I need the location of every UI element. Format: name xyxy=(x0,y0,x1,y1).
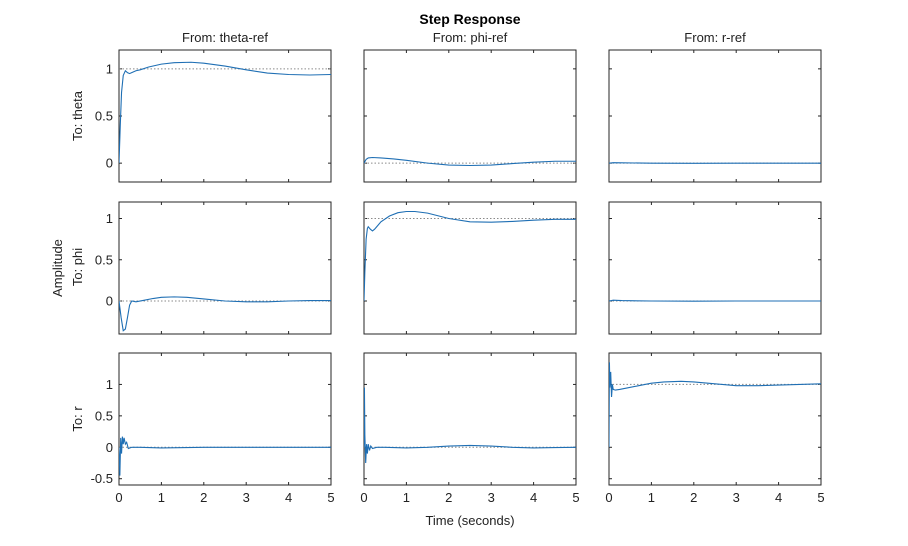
x-tick-label: 4 xyxy=(285,490,292,505)
axes-frame xyxy=(118,49,332,183)
axes-frame xyxy=(363,352,577,486)
panel-r2-c1: 0 1 2 3 4 5 xyxy=(360,352,580,505)
column-header-r-ref: From: r-ref xyxy=(684,30,746,45)
x-tick-label: 4 xyxy=(530,490,537,505)
x-tick-label: 1 xyxy=(158,490,165,505)
step-response-line xyxy=(364,387,576,464)
panel-r1-c1 xyxy=(363,201,577,335)
step-response-line xyxy=(609,362,821,448)
axes-frame xyxy=(608,49,822,183)
x-tick-label: 5 xyxy=(817,490,824,505)
axes-frame xyxy=(608,201,822,335)
x-tick-label: 0 xyxy=(360,490,367,505)
y-tick-label: -0.5 xyxy=(91,471,113,486)
x-tick-label: 2 xyxy=(690,490,697,505)
panel-r0-c2 xyxy=(608,49,822,183)
y-tick-label: 1 xyxy=(106,211,113,226)
column-header-theta-ref: From: theta-ref xyxy=(182,30,268,45)
x-tick-label: 0 xyxy=(115,490,122,505)
x-tick-label: 1 xyxy=(403,490,410,505)
panel-r0-c0: 00.51 xyxy=(95,49,332,183)
y-tick-label: 0.5 xyxy=(95,109,113,124)
column-header-phi-ref: From: phi-ref xyxy=(433,30,508,45)
panel-r1-c0: 00.51 xyxy=(95,201,332,335)
chart-title: Step Response xyxy=(419,11,520,27)
y-tick-label: 0.5 xyxy=(95,252,113,267)
y-tick-label: 0.5 xyxy=(95,408,113,423)
step-response-line xyxy=(364,156,576,167)
panel-r0-c1 xyxy=(363,49,577,183)
panel-r2-c0: 0 1 2 3 4 5-0.500.51 xyxy=(91,352,335,505)
y-tick-label: 0 xyxy=(106,294,113,309)
x-tick-label: 2 xyxy=(445,490,452,505)
step-response-line xyxy=(119,61,331,164)
panel-r1-c2 xyxy=(608,201,822,335)
axes-frame xyxy=(118,352,332,486)
step-response-line xyxy=(364,210,576,302)
x-tick-label: 5 xyxy=(572,490,579,505)
x-tick-label: 3 xyxy=(733,490,740,505)
axes-frame xyxy=(118,201,332,335)
x-tick-label: 4 xyxy=(775,490,782,505)
step-response-line xyxy=(609,299,821,302)
x-tick-label: 0 xyxy=(605,490,612,505)
y-tick-label: 0 xyxy=(106,440,113,455)
row-label-theta: To: theta xyxy=(70,90,85,141)
y-tick-label: 1 xyxy=(106,61,113,76)
row-label-r: To: r xyxy=(70,406,85,432)
y-axis-label: Amplitude xyxy=(50,239,65,297)
x-tick-label: 5 xyxy=(327,490,334,505)
axes-frame xyxy=(363,201,577,335)
x-tick-label: 2 xyxy=(200,490,207,505)
step-response-line xyxy=(609,162,821,164)
axes-frame xyxy=(608,352,822,486)
row-label-phi: To: phi xyxy=(70,248,85,286)
x-tick-label: 3 xyxy=(243,490,250,505)
step-response-line xyxy=(119,436,331,476)
x-tick-label: 3 xyxy=(488,490,495,505)
step-response-line xyxy=(119,296,331,332)
x-axis-label: Time (seconds) xyxy=(425,513,514,528)
y-tick-label: 0 xyxy=(106,156,113,171)
panel-r2-c2: 0 1 2 3 4 5 xyxy=(605,352,825,505)
y-tick-label: 1 xyxy=(106,377,113,392)
x-tick-label: 1 xyxy=(648,490,655,505)
